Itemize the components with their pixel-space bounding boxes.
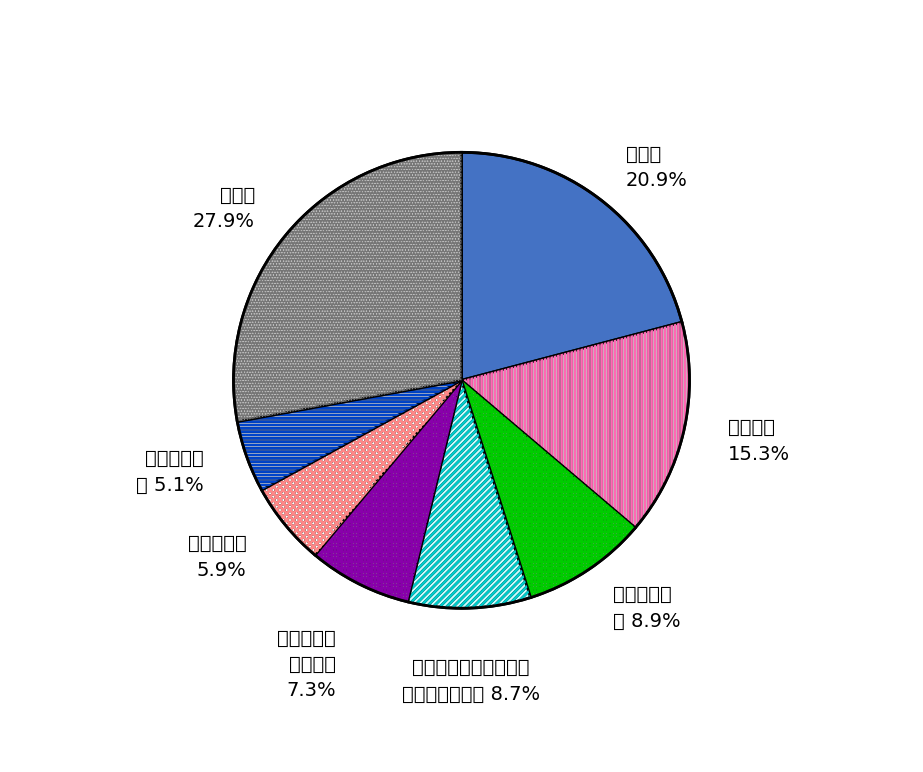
Text: 情報通信業
5.9%: 情報通信業 5.9% xyxy=(188,534,246,580)
Text: 運輸・郵便
業 5.1%: 運輸・郵便 業 5.1% xyxy=(136,449,204,495)
Text: 専門・科学技術、業務
支援サービス業 8.7%: 専門・科学技術、業務 支援サービス業 8.7% xyxy=(402,659,540,704)
Text: 不動産業
15.3%: 不動産業 15.3% xyxy=(728,418,790,463)
Text: 製造業
20.9%: 製造業 20.9% xyxy=(626,144,688,190)
Wedge shape xyxy=(462,381,635,598)
Wedge shape xyxy=(237,381,462,490)
Text: 卸売・小売
業 8.9%: 卸売・小売 業 8.9% xyxy=(613,585,681,631)
Wedge shape xyxy=(262,381,462,555)
Wedge shape xyxy=(315,381,462,602)
Text: 保健衛生・
社会事業
7.3%: 保健衛生・ 社会事業 7.3% xyxy=(277,628,336,700)
Wedge shape xyxy=(462,322,689,528)
Wedge shape xyxy=(462,152,682,381)
Wedge shape xyxy=(408,381,531,608)
Wedge shape xyxy=(234,152,462,422)
Text: その他
27.9%: その他 27.9% xyxy=(193,185,255,231)
